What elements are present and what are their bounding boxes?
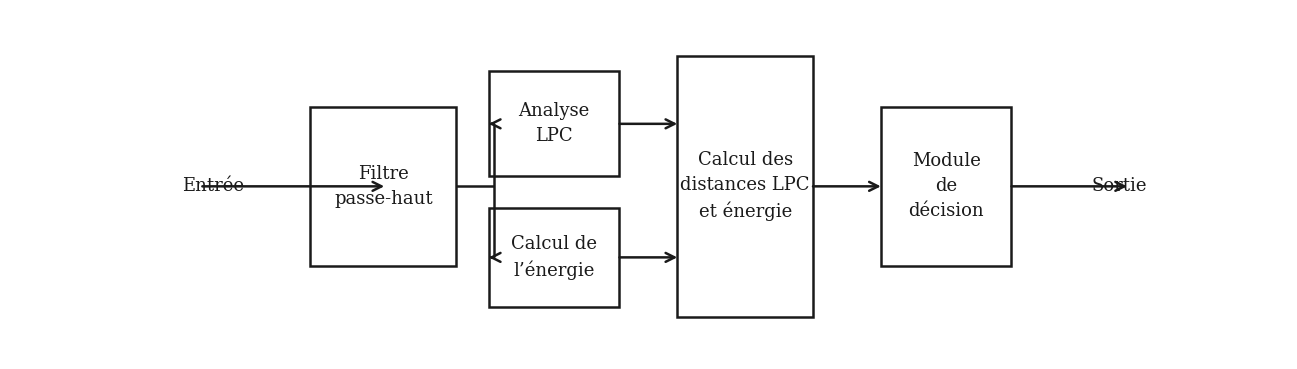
Bar bbox=[489, 208, 620, 307]
Text: Calcul des
distances LPC
et énergie: Calcul des distances LPC et énergie bbox=[681, 151, 809, 221]
Bar bbox=[310, 107, 457, 266]
Text: Entrée: Entrée bbox=[182, 177, 244, 195]
Bar bbox=[881, 107, 1012, 266]
Text: Calcul de
l’énergie: Calcul de l’énergie bbox=[511, 235, 597, 280]
Text: Sortie: Sortie bbox=[1092, 177, 1147, 195]
Text: Filtre
passe-haut: Filtre passe-haut bbox=[333, 165, 433, 208]
Text: Analyse
LPC: Analyse LPC bbox=[519, 102, 590, 145]
Bar bbox=[677, 56, 813, 317]
Bar bbox=[489, 71, 620, 176]
Text: Module
de
décision: Module de décision bbox=[908, 152, 984, 220]
